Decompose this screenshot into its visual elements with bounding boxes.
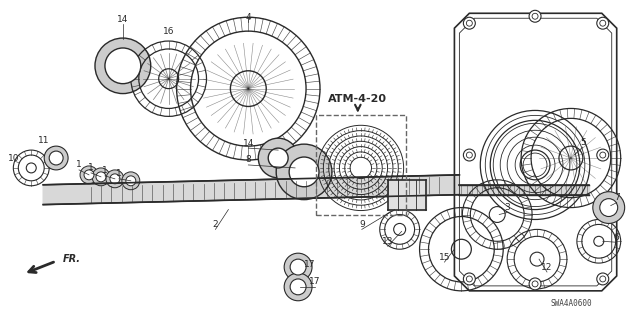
Circle shape	[49, 151, 63, 165]
Circle shape	[110, 174, 120, 184]
Text: 2: 2	[212, 220, 218, 229]
Circle shape	[463, 149, 476, 161]
Text: 16: 16	[163, 26, 175, 36]
Circle shape	[532, 281, 538, 287]
Circle shape	[44, 146, 68, 170]
Circle shape	[259, 138, 298, 178]
Circle shape	[84, 170, 94, 180]
Text: FR.: FR.	[63, 254, 81, 264]
Text: 11: 11	[38, 136, 49, 145]
Text: 1: 1	[102, 167, 108, 175]
Circle shape	[105, 48, 141, 84]
Polygon shape	[460, 185, 589, 195]
Text: 3: 3	[504, 203, 510, 212]
Circle shape	[467, 152, 472, 158]
Text: 12: 12	[541, 263, 553, 271]
Circle shape	[122, 172, 140, 190]
Circle shape	[596, 273, 609, 285]
Text: 15: 15	[438, 253, 450, 262]
Circle shape	[96, 172, 106, 182]
Text: 1: 1	[88, 163, 94, 173]
Circle shape	[289, 157, 319, 187]
Circle shape	[92, 168, 110, 186]
Text: 6: 6	[614, 233, 620, 242]
Circle shape	[268, 148, 288, 168]
Circle shape	[290, 259, 306, 275]
Text: 8: 8	[245, 155, 251, 165]
Circle shape	[529, 278, 541, 290]
Circle shape	[596, 17, 609, 29]
Text: 10: 10	[8, 153, 19, 162]
Text: 5: 5	[580, 138, 586, 147]
Text: 14: 14	[117, 15, 129, 24]
Circle shape	[284, 253, 312, 281]
Circle shape	[600, 276, 605, 282]
Circle shape	[276, 144, 332, 200]
Circle shape	[106, 170, 124, 188]
Circle shape	[593, 192, 625, 223]
Circle shape	[126, 176, 136, 186]
Circle shape	[463, 273, 476, 285]
Polygon shape	[388, 180, 426, 210]
Text: 17: 17	[304, 260, 316, 269]
Text: 17: 17	[309, 278, 321, 286]
Circle shape	[467, 276, 472, 282]
Polygon shape	[44, 175, 460, 204]
Circle shape	[95, 38, 151, 93]
Circle shape	[80, 166, 98, 184]
Circle shape	[600, 152, 605, 158]
Circle shape	[463, 17, 476, 29]
Circle shape	[600, 20, 605, 26]
Circle shape	[467, 20, 472, 26]
Text: 9: 9	[359, 220, 365, 229]
Circle shape	[596, 149, 609, 161]
Text: 14: 14	[243, 139, 254, 148]
Text: SWA4A0600: SWA4A0600	[550, 299, 592, 308]
Circle shape	[284, 273, 312, 301]
Text: 4: 4	[246, 13, 251, 22]
Circle shape	[600, 199, 618, 217]
Circle shape	[529, 10, 541, 22]
Circle shape	[290, 279, 306, 295]
Text: 1: 1	[116, 169, 122, 178]
Circle shape	[532, 13, 538, 19]
Text: 1: 1	[76, 160, 82, 169]
Text: 13: 13	[382, 237, 394, 246]
Text: ATM-4-20: ATM-4-20	[328, 93, 387, 104]
Text: 7: 7	[614, 193, 620, 202]
